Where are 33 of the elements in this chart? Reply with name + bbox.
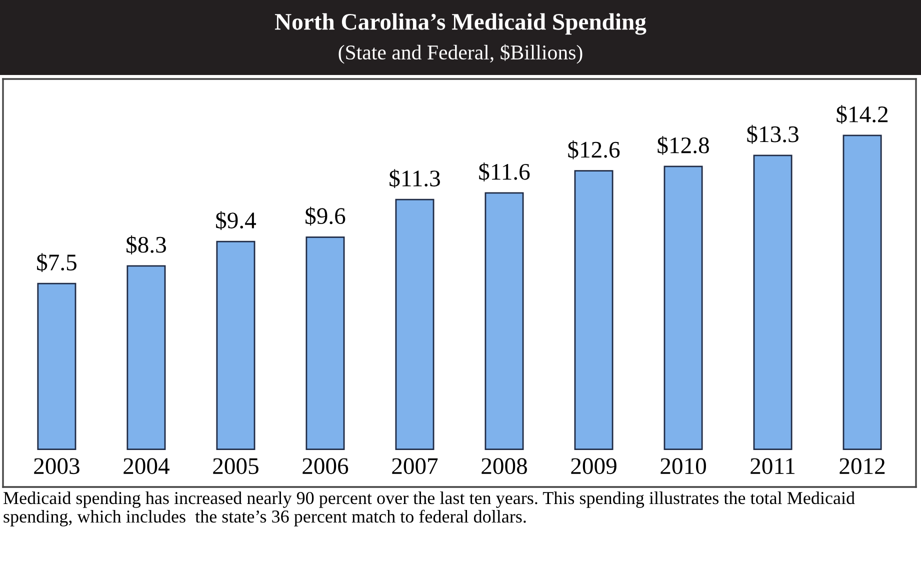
data-label: $8.3 xyxy=(126,235,166,254)
bar xyxy=(395,198,434,450)
bar xyxy=(306,236,345,450)
x-tick-label: 2006 xyxy=(302,458,348,474)
data-label: $13.3 xyxy=(747,124,798,144)
data-label: $9.4 xyxy=(216,211,256,230)
chart-subtitle: (State and Federal, $Billions) xyxy=(338,44,582,64)
bar xyxy=(484,192,524,450)
bar xyxy=(216,240,256,450)
bar xyxy=(574,170,614,450)
data-label: $7.5 xyxy=(37,253,76,272)
bar xyxy=(842,134,882,450)
data-label: $9.6 xyxy=(306,206,346,226)
data-label: $12.6 xyxy=(568,140,620,160)
x-tick-label: 2012 xyxy=(840,458,885,474)
data-label: $14.2 xyxy=(836,105,888,124)
x-tick-label: 2007 xyxy=(392,458,438,474)
bar xyxy=(126,265,166,450)
x-tick-label: 2005 xyxy=(213,458,258,474)
bar xyxy=(664,166,703,450)
text: Medicaid spending has increased nearly 90 percent over the last ten years. This spending illustrates the total Medicaid spending, which includes the state’s 36 percent match to federal dollars. xyxy=(4,491,855,526)
x-tick-label: 2011 xyxy=(750,458,795,474)
data-label: $11.3 xyxy=(390,169,440,188)
bar xyxy=(37,282,76,450)
data-label: $12.8 xyxy=(658,136,709,155)
chart-title: North Carolina’s Medicaid Spending xyxy=(274,13,646,35)
x-tick-label: 2003 xyxy=(34,458,80,474)
x-tick-label: 2010 xyxy=(660,458,706,474)
x-tick-label: 2008 xyxy=(482,458,527,474)
x-tick-label: 2004 xyxy=(124,458,170,474)
bar xyxy=(753,154,792,450)
x-tick-label: 2009 xyxy=(571,458,616,474)
data-label: $11.6 xyxy=(479,162,530,182)
